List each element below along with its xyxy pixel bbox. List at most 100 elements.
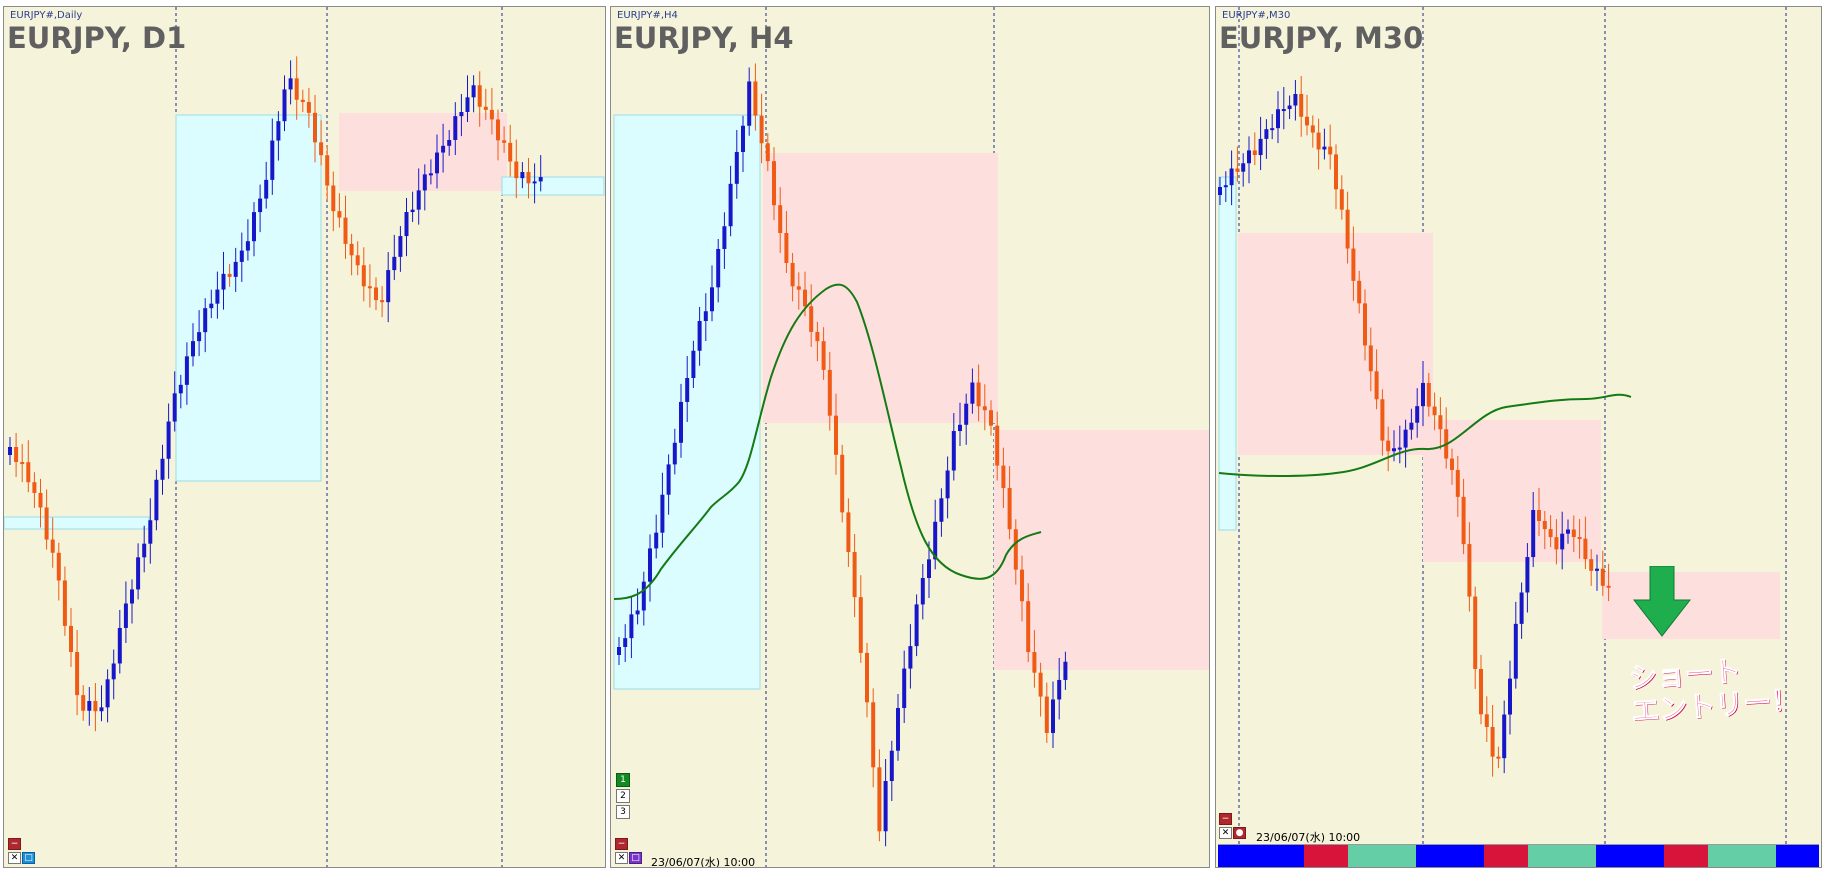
candle-body: [1229, 168, 1234, 186]
candle-body: [532, 181, 537, 184]
toggle-button[interactable]: □: [629, 852, 642, 864]
candle-body: [1577, 537, 1582, 540]
profile-button-1[interactable]: 1: [616, 773, 630, 787]
candle-body: [300, 99, 305, 103]
candle-body: [1013, 529, 1018, 570]
candle-body: [1415, 406, 1420, 423]
candle-body: [945, 470, 950, 499]
close-button[interactable]: ✕: [615, 852, 628, 864]
minimize-button[interactable]: −: [8, 838, 21, 850]
chart-panel-m30[interactable]: EURJPY#,M30 EURJPY, M30 − ✕ ● 23/06/07(水…: [1215, 6, 1822, 868]
close-button[interactable]: ✕: [1219, 827, 1232, 839]
candle-body: [38, 492, 43, 508]
candle-body: [1595, 568, 1599, 571]
candle-body: [1531, 509, 1536, 558]
strip-segment: [1776, 845, 1819, 867]
candle-body: [1063, 661, 1068, 680]
short-entry-callout: ショート エントリー！: [1628, 650, 1801, 729]
chart-panel-h4[interactable]: EURJPY#,H4 EURJPY, H4 1 2 3 − ✕ □ 23/06/…: [610, 6, 1210, 868]
candle-body: [1560, 533, 1565, 550]
candle-body: [871, 702, 876, 768]
strip-segment: [1484, 845, 1528, 867]
candle-body: [337, 211, 342, 218]
candle-body: [166, 421, 171, 459]
candle-body: [1374, 371, 1379, 400]
candle-body: [1426, 382, 1431, 407]
candle-body: [629, 614, 634, 639]
candle-body: [660, 494, 665, 533]
profile-button-3[interactable]: 3: [616, 805, 630, 819]
minimize-button[interactable]: −: [615, 838, 628, 850]
candle-body: [514, 161, 519, 179]
candle-body: [784, 233, 789, 263]
candle-body: [1537, 509, 1541, 522]
candle-body: [1328, 146, 1333, 155]
candle-body: [447, 139, 452, 146]
candle-body: [477, 85, 482, 107]
candle-body: [1001, 465, 1006, 489]
candle-body: [1525, 557, 1530, 593]
candle-body: [1345, 209, 1350, 249]
candle-body: [75, 652, 80, 696]
candle-body: [1392, 448, 1396, 452]
candle-body: [227, 273, 232, 277]
candle-body: [964, 403, 969, 425]
candle-body: [14, 447, 19, 463]
toggle-button[interactable]: □: [22, 852, 35, 864]
profile-button-2[interactable]: 2: [616, 789, 630, 803]
candle-body: [1368, 345, 1373, 372]
candle-body: [1566, 529, 1570, 534]
candle-body: [1310, 125, 1315, 133]
chart-panel-daily[interactable]: EURJPY#,Daily EURJPY, D1 − ✕ □: [3, 6, 606, 868]
candle-body: [1438, 415, 1443, 430]
candle-body: [1007, 488, 1012, 530]
candle-body: [672, 442, 677, 465]
candle-body: [1044, 696, 1049, 733]
candle-body: [902, 668, 907, 709]
candle-body: [245, 241, 250, 251]
candle-body: [790, 262, 795, 287]
candle-body: [852, 552, 857, 598]
candle-body: [1264, 129, 1269, 139]
candle-body: [679, 401, 683, 443]
candle-body: [526, 172, 531, 184]
candle-body: [288, 78, 293, 90]
candle-body: [130, 589, 134, 604]
minimize-button[interactable]: −: [1219, 813, 1232, 825]
candle-body: [20, 462, 25, 465]
candle-body: [1554, 537, 1559, 550]
close-button[interactable]: ✕: [8, 852, 21, 864]
candle-body: [435, 152, 439, 174]
candle-body: [815, 331, 820, 342]
chart-canvas-h4[interactable]: [611, 7, 1210, 868]
chart-canvas-daily[interactable]: [4, 7, 606, 868]
candle-body: [56, 552, 61, 581]
candle-body: [264, 179, 269, 199]
candle-body: [1409, 422, 1414, 430]
candle-body: [160, 458, 165, 480]
candle-body: [8, 447, 12, 455]
candle-body: [142, 543, 147, 558]
candle-body: [1252, 150, 1257, 156]
candle-body: [703, 311, 708, 322]
chart-tiny-title: EURJPY#,H4: [617, 10, 678, 21]
candle-body: [191, 341, 195, 357]
candle-body: [753, 81, 758, 116]
candle-body: [933, 521, 938, 560]
candle-body: [1316, 132, 1321, 150]
candle-body: [221, 273, 226, 290]
candle-body: [1583, 538, 1588, 560]
candle-body: [1299, 93, 1304, 117]
candle-body: [172, 393, 177, 422]
candle-body: [1450, 458, 1454, 470]
candle-body: [920, 578, 925, 605]
candle-body: [538, 177, 543, 182]
toggle-button[interactable]: ●: [1233, 827, 1246, 839]
supply-zone-upper: [1238, 233, 1433, 455]
strip-segment: [1596, 845, 1664, 867]
candle-body: [203, 308, 208, 333]
candle-body: [1038, 672, 1043, 697]
chart-canvas-m30[interactable]: [1216, 7, 1822, 868]
candle-body: [1467, 544, 1472, 597]
candle-body: [349, 243, 354, 256]
